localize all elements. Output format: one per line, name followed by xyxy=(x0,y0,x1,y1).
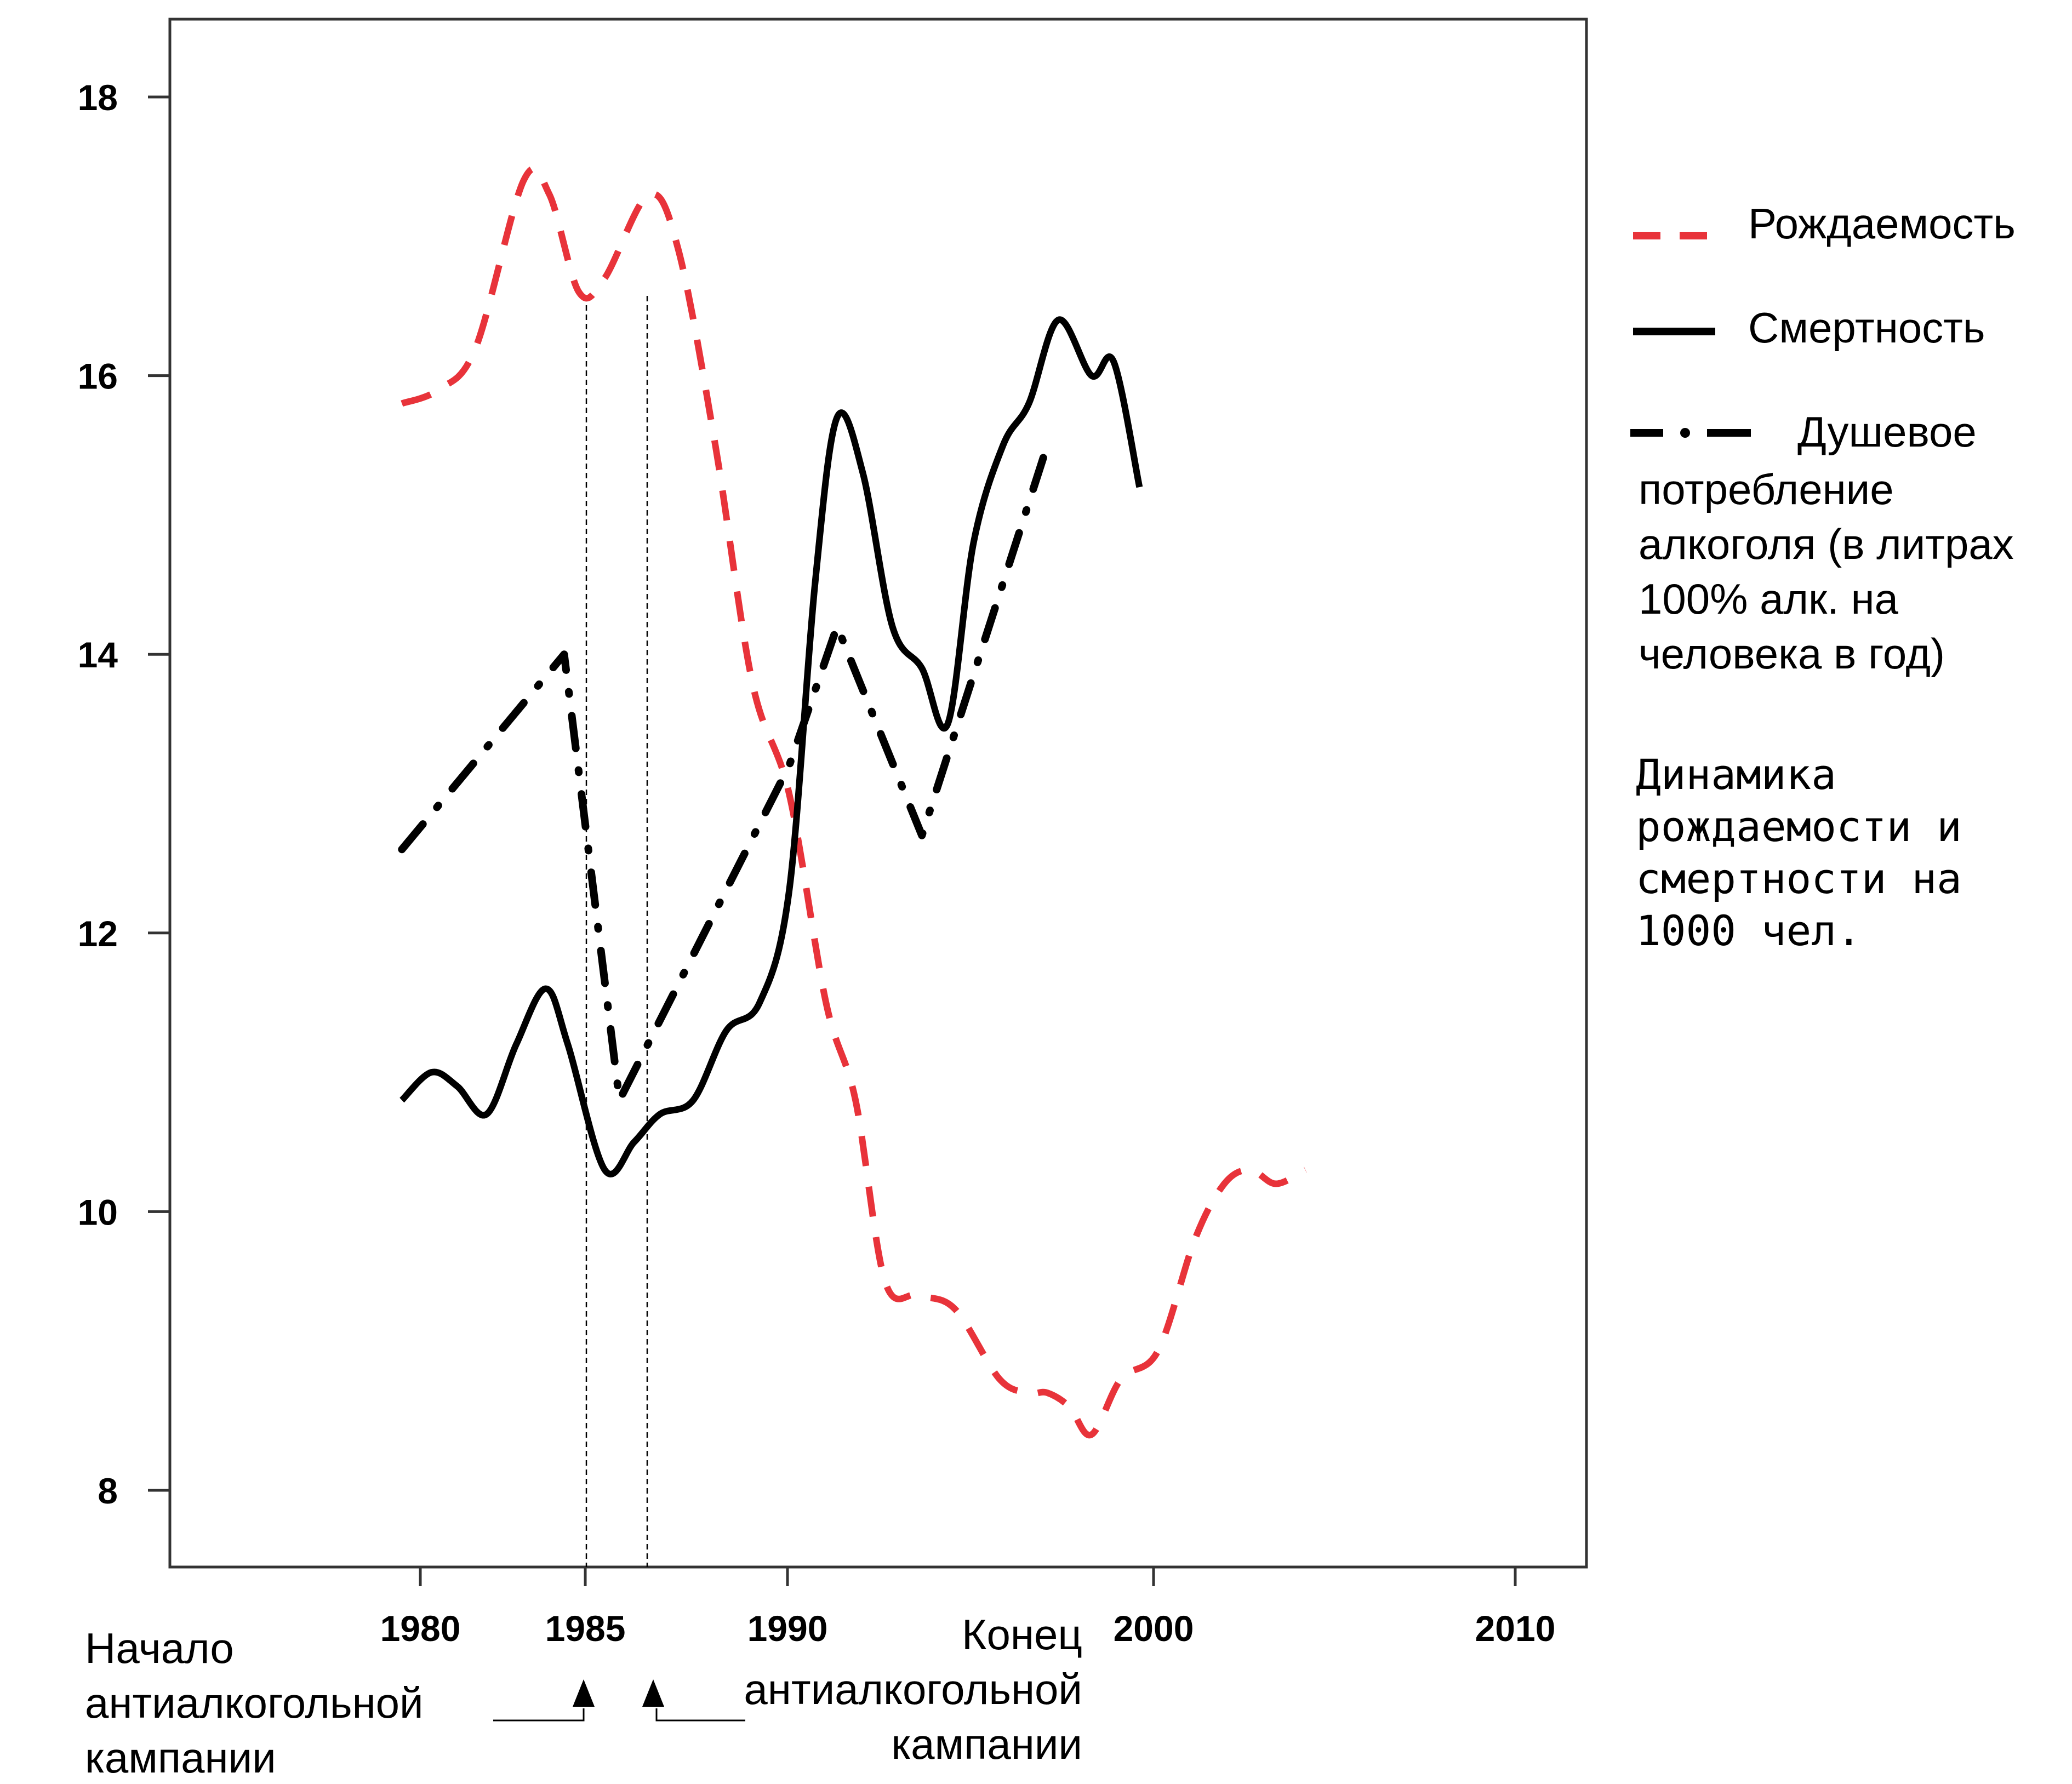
x-tick-label: 1985 xyxy=(545,1608,626,1649)
annotation-start-line: кампании xyxy=(85,1734,276,1782)
x-tick-label: 1990 xyxy=(747,1608,828,1649)
plot-frame xyxy=(168,18,1588,1569)
bracket-line xyxy=(493,1708,585,1722)
y-axis: 8 10 12 14 16 18 xyxy=(78,77,170,1511)
arrow-up-icon xyxy=(573,1679,595,1707)
legend-swatch-alcohol xyxy=(1630,428,1751,438)
series-line-1 xyxy=(399,316,1143,1177)
note-line: Динамика xyxy=(1636,750,1836,799)
legend-label-alcohol-line: человека в год) xyxy=(1639,630,1945,678)
legend: Рождаемость Смертность Душевое потреблен… xyxy=(1630,199,2016,678)
campaign-end-annotation: Конец антиалкогольной кампании xyxy=(642,1610,1082,1768)
x-axis: 1980 1985 1990 2000 2010 xyxy=(380,1567,1556,1649)
y-tick-label: 14 xyxy=(78,634,118,675)
series-layer xyxy=(398,165,1308,1439)
legend-label-alcohol: Душевое xyxy=(1797,408,1977,456)
series-line-2 xyxy=(398,441,1052,1104)
legend-label-death: Смертность xyxy=(1748,304,1985,352)
legend-label-alcohol-line: потребление xyxy=(1639,465,1894,513)
annotation-start-line: антиалкогольной xyxy=(85,1679,424,1727)
legend-label-alcohol-line: 100% алк. на xyxy=(1639,575,1899,623)
series-line-0 xyxy=(401,165,1308,1439)
x-tick-label: 1980 xyxy=(380,1608,461,1649)
note-line: 1000 чел. xyxy=(1636,906,1862,955)
campaign-start-annotation: Начало антиалкогольной кампании xyxy=(85,1624,595,1782)
bracket-line xyxy=(655,1708,745,1722)
y-tick-label: 18 xyxy=(78,77,118,118)
annotation-start-line: Начало xyxy=(85,1624,234,1672)
legend-label-birth: Рождаемость xyxy=(1748,199,2016,248)
annotation-end-line: Конец xyxy=(962,1610,1082,1659)
y-tick-label: 16 xyxy=(78,356,118,397)
y-tick-label: 8 xyxy=(98,1471,118,1511)
note-line: смертности на xyxy=(1636,854,1962,903)
annotation-end-line: антиалкогольной xyxy=(744,1665,1082,1713)
y-tick-label: 12 xyxy=(78,913,118,954)
arrow-up-icon xyxy=(642,1679,664,1707)
legend-label-alcohol-line: алкоголя (в литрах xyxy=(1639,520,2014,568)
note-line: рождаемости и xyxy=(1636,802,1962,851)
x-tick-label: 2000 xyxy=(1114,1608,1194,1649)
y-tick-label: 10 xyxy=(78,1192,118,1232)
chart-note: Динамика рождаемости и смертности на 100… xyxy=(1636,750,1962,955)
annotation-end-line: кампании xyxy=(891,1720,1082,1768)
x-tick-label: 2010 xyxy=(1475,1608,1556,1649)
